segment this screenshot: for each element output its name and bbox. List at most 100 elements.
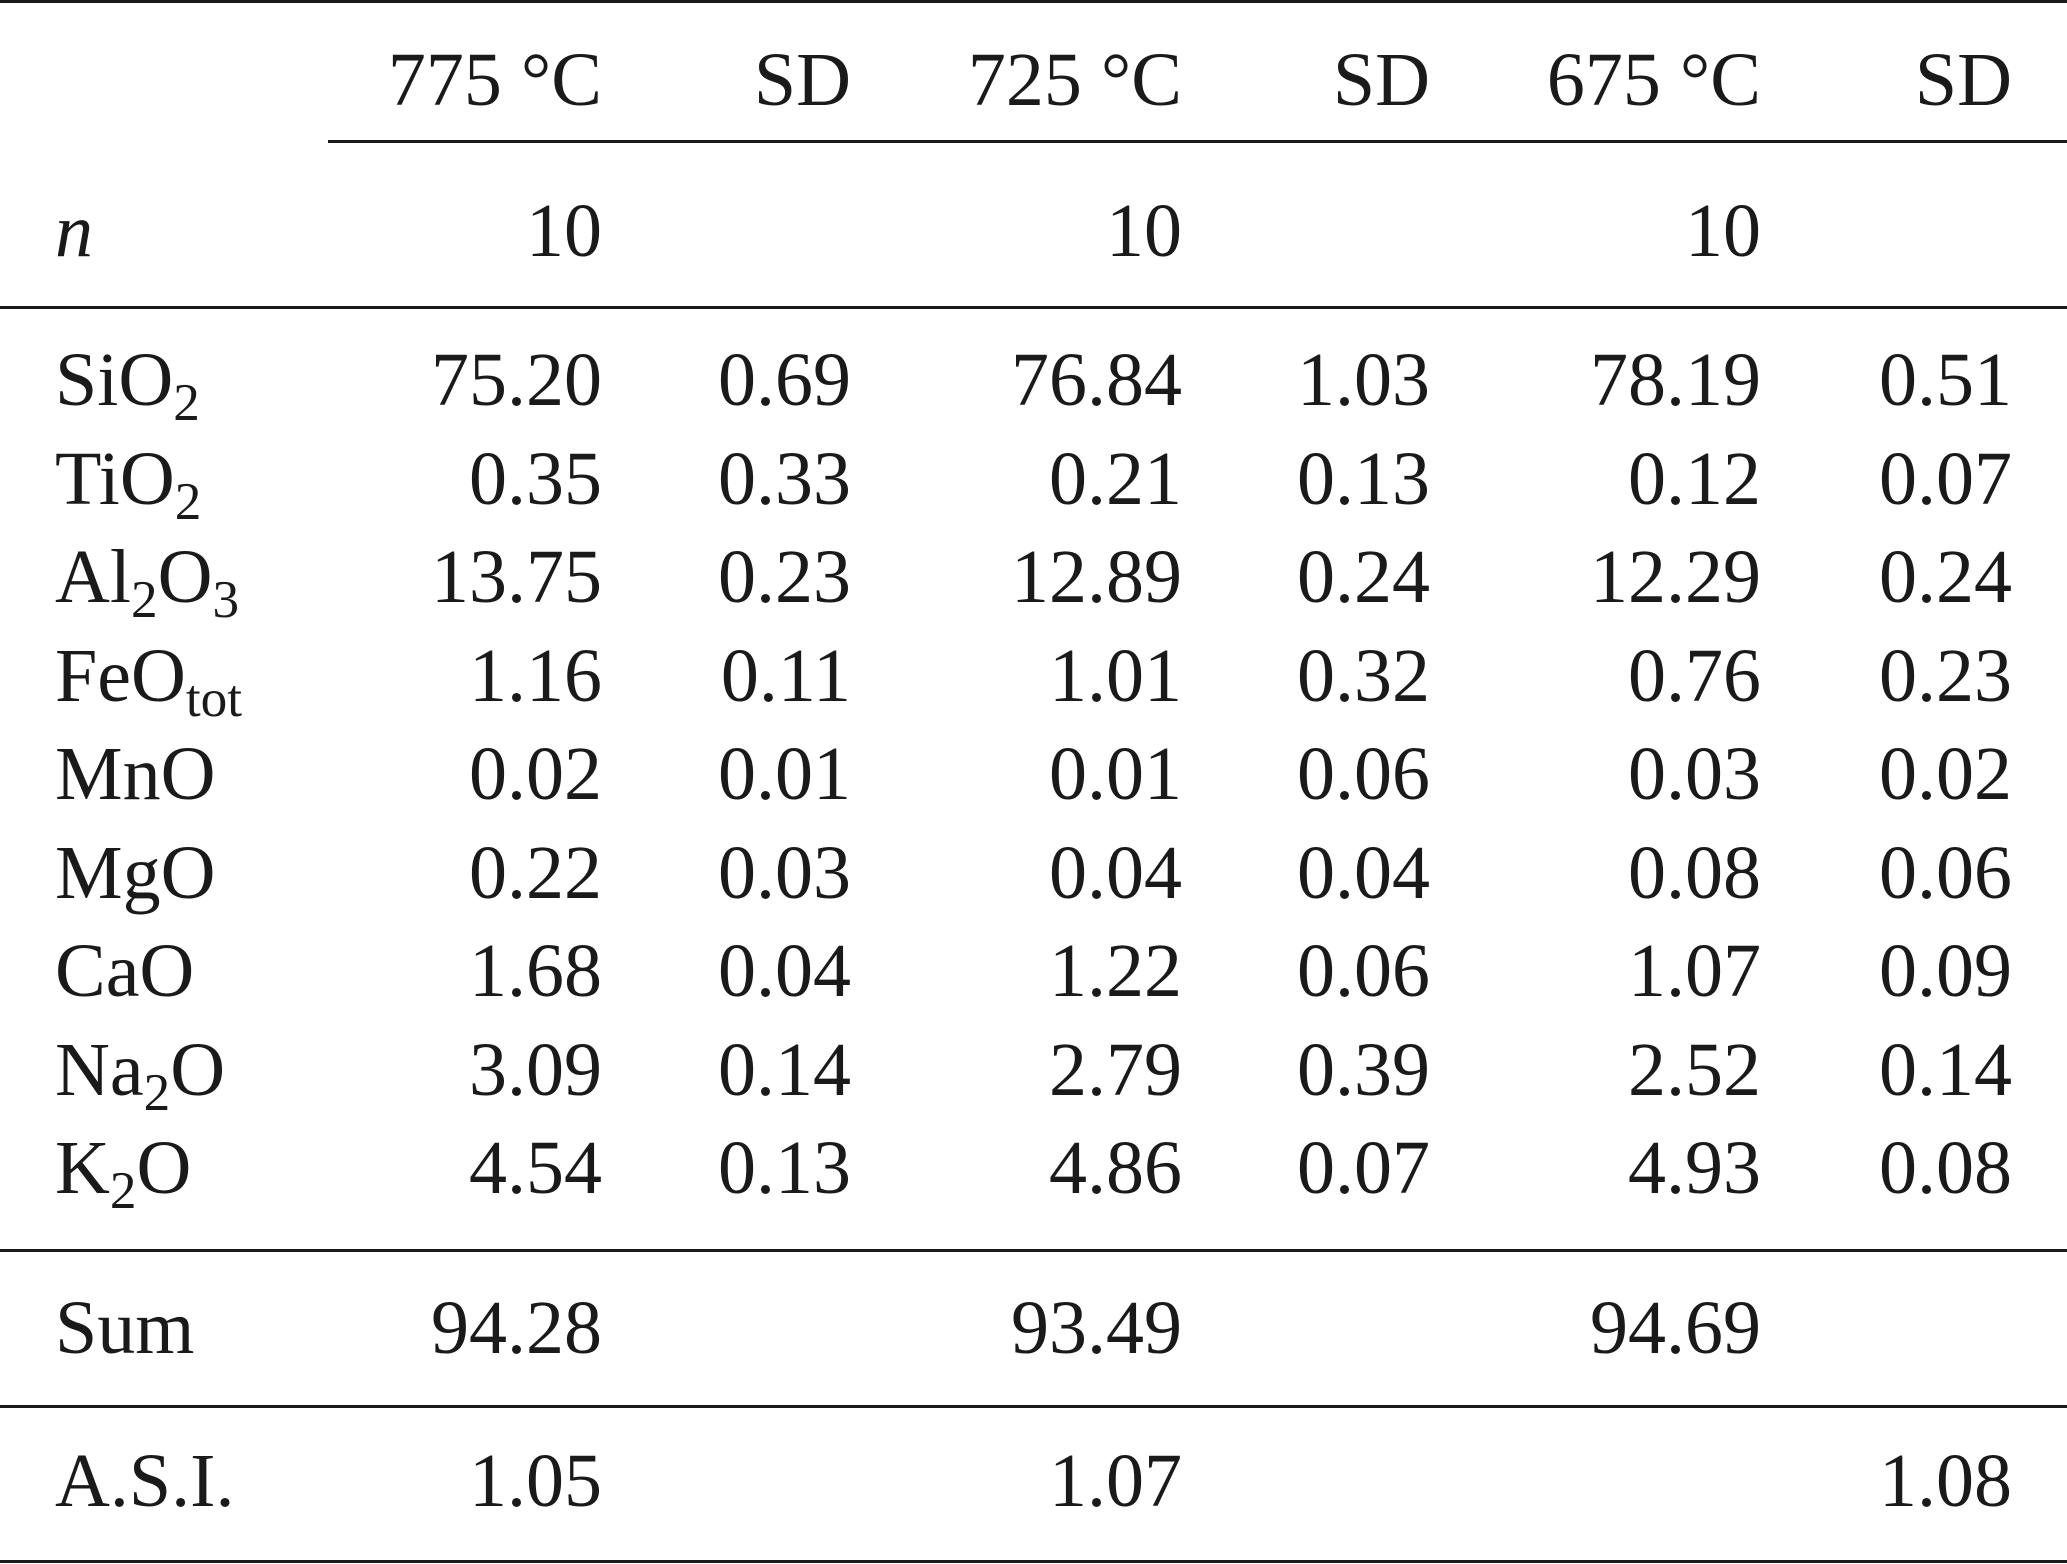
oxide-value: 2.79 <box>1049 1028 1182 1112</box>
oxide-sd: 0.69 <box>718 338 851 422</box>
asi-value: 1.07 <box>1049 1439 1182 1523</box>
oxide-sd: 0.13 <box>1297 437 1430 521</box>
oxide-label: K2O <box>55 1130 191 1217</box>
oxide-value: 12.29 <box>1590 535 1761 619</box>
oxide-sd: 0.01 <box>718 732 851 816</box>
oxide-value: 78.19 <box>1590 338 1761 422</box>
oxide-value: 0.12 <box>1628 437 1761 521</box>
oxide-sd: 1.03 <box>1297 338 1430 422</box>
oxide-sd: 0.06 <box>1297 929 1430 1013</box>
oxide-base: CaO <box>55 929 195 1013</box>
oxide-subscript: 2 <box>174 471 202 531</box>
oxide-value: 4.93 <box>1628 1126 1761 1210</box>
oxide-label: MnO <box>55 736 215 812</box>
oxide-base: MnO <box>55 732 216 816</box>
oxide-value: 75.20 <box>431 338 602 422</box>
oxide-sd: 0.32 <box>1297 634 1430 718</box>
oxide-value: 0.08 <box>1628 831 1761 915</box>
oxide-value: 1.22 <box>1049 929 1182 1013</box>
top-rule <box>0 0 2067 3</box>
oxide-tail: O <box>157 535 213 619</box>
oxide-base: Al <box>55 535 131 619</box>
oxide-value: 1.16 <box>469 634 602 718</box>
oxide-value: 0.03 <box>1628 732 1761 816</box>
oxide-sd: 0.23 <box>718 535 851 619</box>
oxide-sd: 0.33 <box>718 437 851 521</box>
oxide-value: 0.21 <box>1049 437 1182 521</box>
oxide-subscript: 2 <box>109 1160 137 1220</box>
asi-value: 1.08 <box>1879 1439 2012 1523</box>
bottom-rule <box>0 1560 2067 1563</box>
sum-value: 94.28 <box>431 1286 602 1370</box>
oxide-label: MgO <box>55 835 215 911</box>
oxide-base: K <box>55 1126 110 1210</box>
sum-value: 93.49 <box>1011 1286 1182 1370</box>
oxide-base: Na <box>55 1028 144 1112</box>
oxide-value: 0.02 <box>469 732 602 816</box>
oxide-subscript: 3 <box>212 569 240 629</box>
oxide-sd: 0.14 <box>1879 1028 2012 1112</box>
oxide-sd: 0.09 <box>1879 929 2012 1013</box>
n-value: 10 <box>1106 189 1182 273</box>
asi-value: 1.05 <box>469 1439 602 1523</box>
sum-bottom-rule <box>0 1405 2067 1408</box>
oxide-sd: 0.07 <box>1879 437 2012 521</box>
oxide-value: 4.86 <box>1049 1126 1182 1210</box>
oxide-sd: 0.39 <box>1297 1028 1430 1112</box>
oxide-value: 13.75 <box>431 535 602 619</box>
header-sd: SD <box>1914 38 2012 122</box>
n-value: 10 <box>1685 189 1761 273</box>
oxide-base: TiO <box>55 437 175 521</box>
header-temperature: 725 °C <box>967 38 1182 122</box>
oxide-subscript: 2 <box>143 1062 171 1122</box>
oxide-base: FeO <box>55 634 186 718</box>
n-label: n <box>55 189 93 273</box>
oxide-label: Na2O <box>55 1032 225 1119</box>
oxide-value: 2.52 <box>1628 1028 1761 1112</box>
oxide-sd: 0.06 <box>1297 732 1430 816</box>
oxide-value: 0.04 <box>1049 831 1182 915</box>
oxide-tail: O <box>136 1126 192 1210</box>
oxide-subscript: tot <box>185 668 243 728</box>
oxide-value: 1.68 <box>469 929 602 1013</box>
header-sd: SD <box>753 38 851 122</box>
oxide-sd: 0.51 <box>1879 338 2012 422</box>
oxide-sd: 0.04 <box>718 929 851 1013</box>
oxide-base: MgO <box>55 831 216 915</box>
oxide-value: 3.09 <box>469 1028 602 1112</box>
oxide-subscript: 2 <box>173 372 200 432</box>
oxide-sd: 0.24 <box>1297 535 1430 619</box>
sum-label: Sum <box>55 1286 195 1370</box>
oxide-value: 12.89 <box>1011 535 1182 619</box>
oxide-value: 76.84 <box>1011 338 1182 422</box>
oxide-value: 1.07 <box>1628 929 1761 1013</box>
oxide-label: FeOtot <box>55 638 242 725</box>
oxide-base: SiO <box>55 338 174 422</box>
oxide-sd: 0.08 <box>1879 1126 2012 1210</box>
oxide-sd: 0.06 <box>1879 831 2012 915</box>
sum-value: 94.69 <box>1590 1286 1761 1370</box>
oxides-bottom-rule <box>0 1249 2067 1252</box>
oxide-sd: 0.24 <box>1879 535 2012 619</box>
oxide-subscript: 2 <box>131 569 158 629</box>
oxide-value: 0.35 <box>469 437 602 521</box>
header-temperature: 775 °C <box>387 38 602 122</box>
oxide-label: CaO <box>55 933 194 1009</box>
asi-label: A.S.I. <box>55 1439 235 1523</box>
oxide-value: 4.54 <box>469 1126 602 1210</box>
oxide-sd: 0.13 <box>718 1126 851 1210</box>
oxide-value: 0.22 <box>469 831 602 915</box>
oxide-value: 0.76 <box>1628 634 1761 718</box>
oxide-tail: O <box>170 1028 226 1112</box>
header-underline <box>328 140 2067 143</box>
oxide-value: 0.01 <box>1049 732 1182 816</box>
header-temperature: 675 °C <box>1546 38 1761 122</box>
oxide-sd: 0.03 <box>718 831 851 915</box>
header-sd: SD <box>1332 38 1430 122</box>
oxide-sd: 0.14 <box>718 1028 851 1112</box>
oxide-sd: 0.11 <box>720 634 851 718</box>
n-value: 10 <box>526 189 602 273</box>
oxide-sd: 0.02 <box>1879 732 2012 816</box>
oxide-sd: 0.04 <box>1297 831 1430 915</box>
